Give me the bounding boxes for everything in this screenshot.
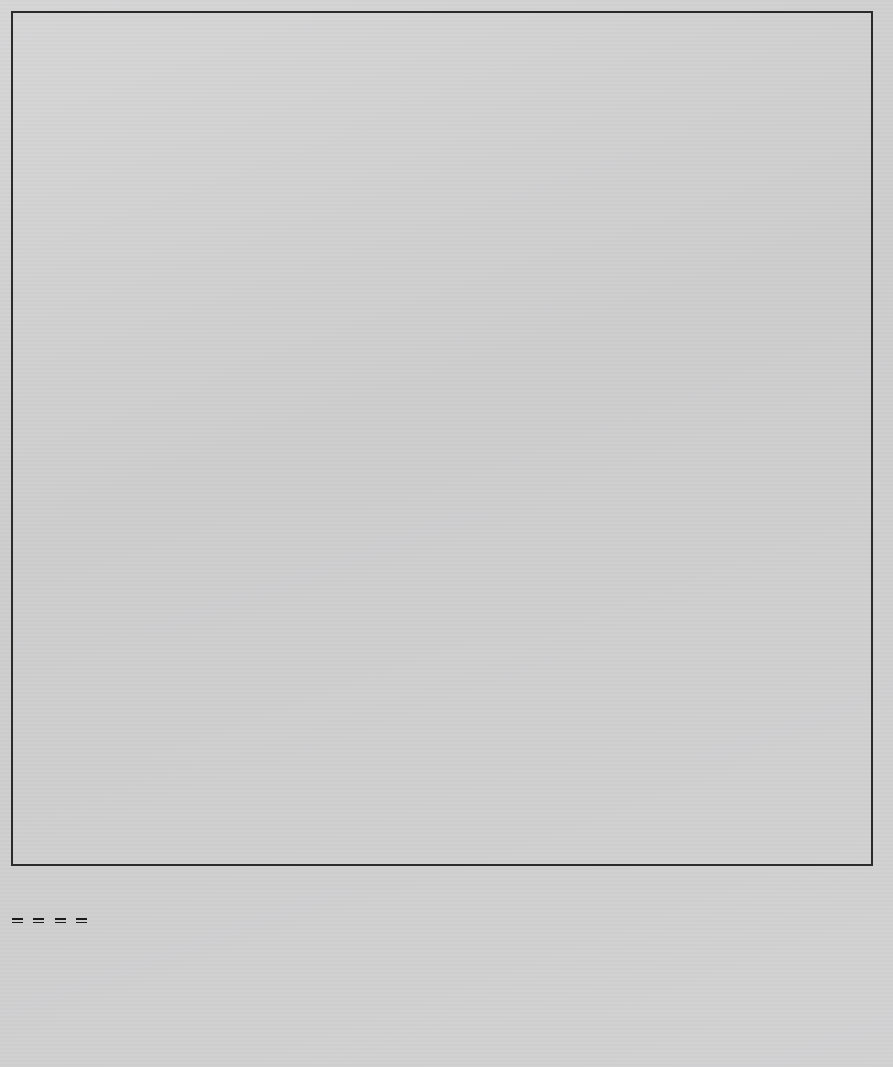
chart-figure bbox=[0, 0, 893, 870]
equals-glyph-icon bbox=[54, 911, 66, 929]
figure-border-box bbox=[11, 11, 873, 866]
figure-title bbox=[12, 879, 880, 904]
figure-caption-block bbox=[12, 872, 880, 937]
equals-glyph-icon bbox=[33, 911, 45, 929]
velocity-distribution-chart bbox=[0, 0, 893, 870]
figure-caption-text bbox=[12, 910, 880, 937]
equals-glyph-icon bbox=[12, 911, 23, 929]
equals-glyph-icon bbox=[75, 911, 87, 929]
